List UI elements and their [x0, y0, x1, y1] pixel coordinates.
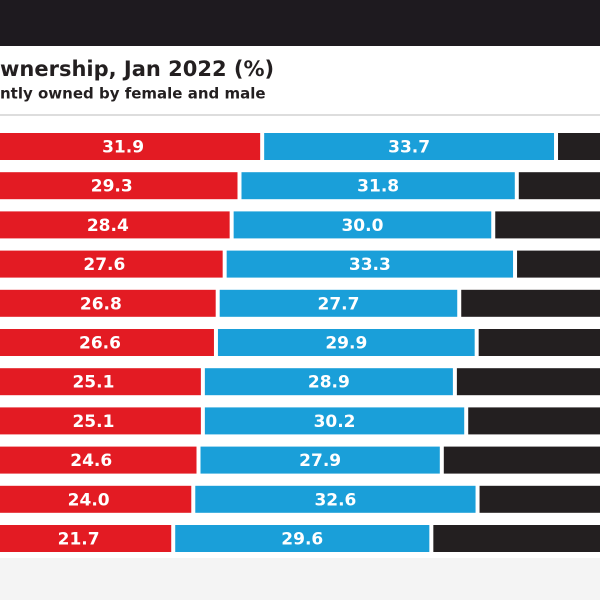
bar-segment: [0, 407, 201, 435]
bar-segment: [468, 407, 600, 435]
bar-segment: [518, 172, 600, 200]
bar-segment: [0, 289, 216, 317]
chart-title: wnership, Jan 2022 (%): [0, 57, 274, 81]
bar-segment: [456, 368, 600, 396]
bar-segment: [0, 133, 261, 160]
bar-segment: [0, 250, 223, 278]
data-label: 25.1: [72, 412, 114, 432]
bar-segment: [226, 250, 514, 278]
bar-segment: [175, 525, 430, 552]
data-label: 24.0: [68, 490, 110, 510]
data-label: 30.2: [314, 412, 356, 432]
data-label: 29.3: [91, 177, 133, 197]
bar-segment: [219, 289, 458, 317]
data-label: 27.9: [299, 451, 341, 471]
data-label: 28.4: [87, 216, 129, 236]
data-label: 32.6: [314, 490, 356, 510]
bar-segment: [204, 407, 465, 435]
footer-band: [0, 558, 600, 600]
bar-segment: [478, 329, 600, 356]
bar-segment: [495, 211, 600, 239]
bar-segment: [217, 329, 475, 356]
data-label: 25.1: [72, 373, 114, 393]
bar-segment: [200, 446, 440, 474]
data-label: 31.9: [102, 138, 144, 158]
bar-segment: [517, 250, 600, 278]
bar-segment: [0, 525, 172, 552]
data-label: 28.9: [308, 373, 350, 393]
bar-segment: [461, 289, 600, 317]
bar-segment: [558, 133, 600, 160]
data-label: 29.6: [281, 530, 323, 550]
header-band: [0, 0, 600, 46]
data-label: 27.7: [317, 294, 359, 314]
data-label: 30.0: [341, 216, 383, 236]
data-label: 33.3: [349, 255, 391, 275]
data-label: 26.6: [79, 334, 121, 354]
bar-segment: [0, 368, 201, 396]
bar-segment: [264, 133, 555, 160]
bar-segment: [241, 172, 515, 200]
bar-segment: [0, 211, 230, 239]
bar-segment: [233, 211, 492, 239]
bar-segment: [479, 485, 600, 513]
data-label: 27.6: [83, 255, 125, 275]
bar-segment: [0, 446, 197, 474]
data-label: 33.7: [388, 138, 430, 158]
chart-subtitle: ntly owned by female and male: [0, 85, 266, 103]
bar-segment: [195, 485, 476, 513]
bar-segment: [204, 368, 453, 396]
bar-segment: [0, 485, 192, 513]
data-label: 21.7: [58, 530, 100, 550]
bar-segment: [433, 525, 600, 552]
data-label: 29.9: [325, 334, 367, 354]
data-label: 26.8: [80, 294, 122, 314]
bar-segment: [443, 446, 600, 474]
data-label: 31.8: [357, 177, 399, 197]
bar-segment: [0, 172, 238, 200]
bar-segment: [0, 329, 214, 356]
data-label: 24.6: [70, 451, 112, 471]
